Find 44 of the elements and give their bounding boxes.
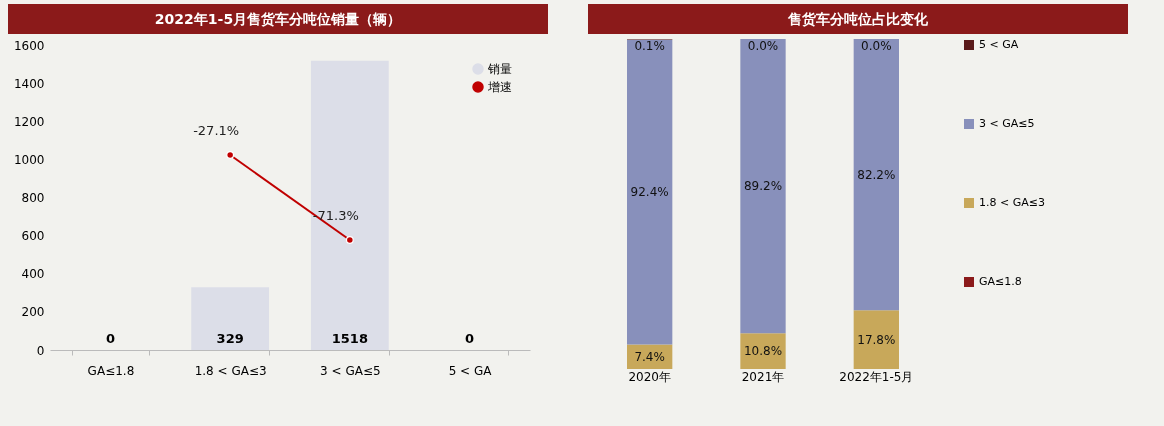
legend-label: 增速 bbox=[487, 80, 512, 94]
data-label: 10.8% bbox=[743, 344, 783, 359]
bar bbox=[627, 39, 673, 345]
x-tick-label: 5 < GA bbox=[448, 363, 493, 378]
chart-title: 售货车分吨位占比变化 bbox=[588, 4, 1128, 34]
legend-label: 3 < GA≤5 bbox=[979, 117, 1035, 130]
data-label: 0.0% bbox=[861, 39, 892, 53]
data-label: 0.0% bbox=[747, 39, 779, 53]
bar bbox=[853, 39, 899, 311]
y-tick-label: 1600 bbox=[13, 38, 45, 53]
x-tick-label: 3 < GA≤5 bbox=[320, 363, 381, 378]
y-tick-label: 400 bbox=[21, 267, 45, 282]
y-tick-label: 0 bbox=[36, 343, 45, 358]
x-tick-label: 2020年 bbox=[628, 369, 671, 384]
data-label: 7.4% bbox=[634, 349, 665, 364]
x-tick-label: GA≤1.8 bbox=[87, 363, 135, 378]
bar bbox=[740, 39, 786, 334]
data-label: 0 bbox=[105, 331, 115, 346]
y-tick-label: 1200 bbox=[13, 114, 45, 129]
y-tick-label: 1400 bbox=[13, 76, 45, 91]
data-label: -71.3% bbox=[312, 208, 359, 223]
legend-label: 5 < GA bbox=[979, 38, 1019, 51]
data-label: 1518 bbox=[331, 331, 368, 346]
y-tick-label: 200 bbox=[21, 305, 45, 320]
x-tick-label: 2021年 bbox=[741, 369, 785, 384]
bar bbox=[853, 310, 899, 369]
x-tick-label: 1.8 < GA≤3 bbox=[194, 363, 267, 378]
y-tick-label: 1000 bbox=[13, 152, 45, 167]
data-label: 329 bbox=[216, 331, 244, 346]
legend-label: GA≤1.8 bbox=[979, 275, 1022, 288]
data-label: 0 bbox=[465, 331, 475, 346]
data-label: -27.1% bbox=[193, 123, 240, 138]
bar bbox=[740, 333, 786, 369]
data-label: 89.2% bbox=[743, 179, 783, 194]
data-label: 82.2% bbox=[857, 167, 896, 182]
data-label: 92.4% bbox=[630, 185, 669, 200]
x-tick-label: 2022年1-5月 bbox=[839, 369, 914, 384]
data-label: 17.8% bbox=[857, 332, 896, 347]
legend-label: 1.8 < GA≤3 bbox=[979, 196, 1045, 209]
y-tick-label: 600 bbox=[21, 229, 45, 244]
y-tick-label: 800 bbox=[21, 191, 45, 205]
data-label: 0.1% bbox=[634, 39, 665, 53]
chart-title: 2022年1-5月售货车分吨位销量（辆） bbox=[8, 4, 548, 34]
legend-label: 销量 bbox=[487, 62, 512, 76]
